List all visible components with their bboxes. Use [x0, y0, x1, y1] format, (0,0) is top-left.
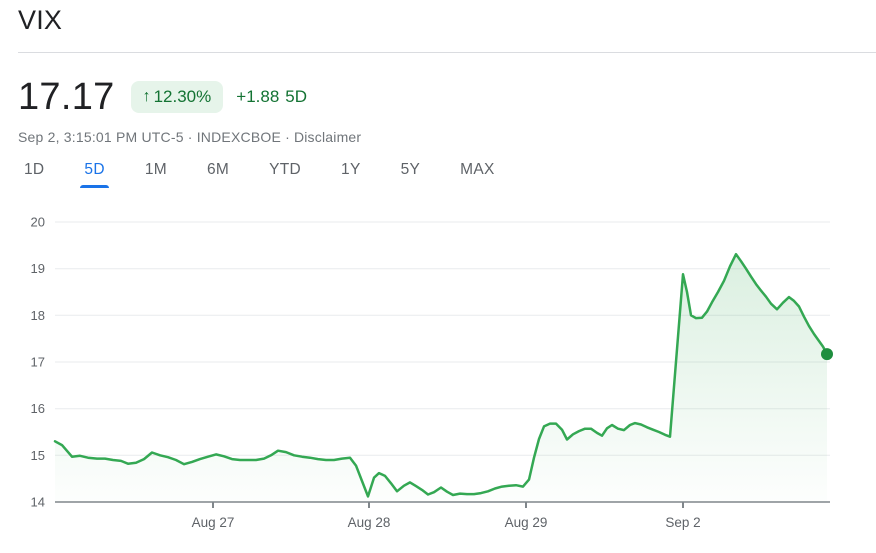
price-row: 17.17 ↑ 12.30% +1.88 5D: [18, 78, 307, 116]
last-price-dot: [821, 348, 833, 361]
y-axis-label-20: 20: [31, 215, 45, 230]
tab-1m[interactable]: 1M: [143, 157, 169, 188]
x-axis-label: Sep 2: [665, 515, 700, 530]
price-line: [53, 252, 829, 498]
current-price: 17.17: [18, 76, 115, 118]
quote-timestamp: Sep 2, 3:15:01 PM UTC-5 · INDEXCBOE · Dis…: [18, 129, 361, 145]
tab-5y[interactable]: 5Y: [399, 157, 423, 188]
tab-1y[interactable]: 1Y: [339, 157, 363, 188]
tab-5d[interactable]: 5D: [80, 157, 110, 188]
tab-max[interactable]: MAX: [458, 157, 497, 188]
chart-plot-area[interactable]: 14 15 16 17 18 19 20 Aug 27 Aug 28 Aug 29 Sep 2: [31, 215, 833, 531]
tab-6m[interactable]: 6M: [205, 157, 231, 188]
change-absolute-value: +1.88: [236, 87, 280, 106]
arrow-up-icon: ↑: [142, 88, 151, 105]
x-axis-label: Aug 27: [192, 515, 235, 530]
disclaimer-link[interactable]: Disclaimer: [293, 129, 362, 145]
y-axis-label-15: 15: [31, 448, 45, 463]
change-period-label: 5D: [285, 87, 308, 106]
change-absolute: +1.88 5D: [236, 87, 307, 107]
area-fill: [55, 254, 827, 502]
y-axis-label-17: 17: [31, 355, 45, 370]
header-divider: [18, 52, 876, 53]
y-axis-label-14: 14: [31, 495, 45, 510]
tab-1d[interactable]: 1D: [22, 157, 46, 188]
change-percent-value: 12.30%: [153, 87, 212, 106]
timestamp-text: Sep 2, 3:15:01 PM UTC-5 · INDEXCBOE ·: [18, 129, 290, 145]
x-axis-label: Aug 28: [348, 515, 391, 530]
change-percent-badge: ↑ 12.30%: [130, 81, 224, 113]
instrument-symbol: VIX: [18, 5, 63, 35]
tab-ytd[interactable]: YTD: [267, 157, 303, 188]
x-axis-label: Aug 29: [505, 515, 548, 530]
y-axis-label-16: 16: [31, 401, 45, 416]
y-axis-label-18: 18: [31, 308, 45, 323]
y-axis-label-19: 19: [31, 261, 45, 276]
time-range-tabs: 1D 5D 1M 6M YTD 1Y 5Y MAX: [22, 157, 497, 188]
